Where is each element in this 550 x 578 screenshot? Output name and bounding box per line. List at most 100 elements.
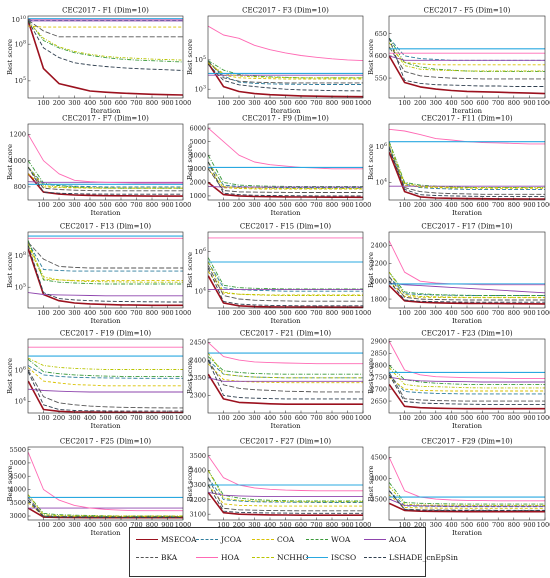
x-axis-label: Iteration [90,317,121,325]
legend-swatch [252,539,274,540]
x-tick-label: 900 [161,414,173,422]
x-tick-label: 600 [295,99,307,107]
y-tick-label: 2300 [189,392,206,400]
series-line-coa [28,367,183,387]
y-tick-label: 4500 [370,454,387,462]
y-axis-label: Best score [6,358,14,394]
x-tick-label: 900 [161,521,173,529]
x-tick-label: 400 [445,201,457,209]
x-tick-label: 300 [248,414,260,422]
x-tick-label: 600 [476,414,488,422]
y-tick-label: 2850 [370,350,387,358]
x-tick-label: 100 [37,201,49,209]
series-line-aoa [389,498,545,507]
y-tick-label: 4000 [189,151,206,159]
series-line-bka [28,497,183,518]
x-tick-label: 700 [130,309,142,317]
series-line-aoa [208,185,363,188]
y-tick-label: 3000 [189,165,206,173]
x-axis-label: Iteration [90,422,121,430]
series-line-hoa [208,455,363,492]
series-line-nchho [28,243,183,283]
y-tick-label: 108 [15,251,26,260]
chart-panel: 1002003004005006007008009001000350040004… [367,438,550,538]
series-line-lshade-cnepsin [389,38,545,87]
x-tick-label: 400 [264,201,276,209]
legend-swatch [364,557,386,558]
x-tick-label: 900 [341,309,353,317]
legend-swatch [364,539,386,540]
chart-panel: 100 200 300 400 500 600 700 800 900 1000800100012… [6,115,191,218]
chart-panel: 1002003004005006007008009001000550600650… [367,7,550,116]
series-line-msecoa [28,20,183,96]
series-line-aoa [208,491,363,498]
x-tick-label: 100 [398,521,410,529]
chart-panel: 100 200 300 400 500 600 700 800 900 1000 3100 3200 3… [186,438,371,538]
x-tick-label: 100 [37,309,49,317]
x-tick-label: 100 [37,521,49,529]
y-axis-label: Best score [6,252,14,288]
plot-area [389,232,545,308]
series-group [389,240,545,305]
x-tick-label: 200 [414,414,426,422]
x-tick-label: 1000 [537,521,550,529]
x-axis-label: Iteration [90,209,121,217]
y-tick-label: 2400 [370,242,387,250]
series-group [208,127,363,199]
x-axis-label: Iteration [270,317,301,325]
legend-swatch [306,557,328,558]
x-tick-label: 300 [430,99,442,107]
chart-title: CEC2017 - F21 (Dim=10) [240,330,331,338]
x-tick-label: 1000 [355,521,372,529]
series-line-bka [208,168,363,193]
x-tick-label: 300 [430,309,442,317]
legend-label: AOA [389,535,406,544]
x-tick-label: 600 [115,99,127,107]
series-line-nchho [208,352,363,379]
y-axis-label: Best score [367,465,375,501]
y-tick-label: 3300 [189,481,206,489]
y-tick-label: 3500 [189,452,206,460]
y-axis-label: Best score [6,39,14,75]
legend-swatch [252,557,274,558]
legend-swatch [196,557,218,558]
chart-panel: 100 200 300 400 500 600 700 800 900 1000 3000 3500 4… [6,438,191,538]
y-tick-label: 2900 [370,338,387,346]
series-line-coa [208,61,363,80]
x-tick-label: 100 [398,414,410,422]
series-line-msecoa [208,62,363,98]
series-line-hoa [28,134,183,184]
series-line-nchho [389,367,545,389]
x-tick-label: 500 [279,414,291,422]
x-tick-label: 1000 [537,414,550,422]
series-line-hoa [208,25,363,62]
series-line-nchho [389,271,545,298]
series-line-msecoa [389,55,545,95]
x-tick-label: 100 [398,201,410,209]
y-tick-label: 5000 [9,459,26,467]
series-line-lshade-cnepsin [208,359,363,400]
y-tick-label: 1010 [12,15,26,24]
x-tick-label: 700 [310,521,322,529]
x-tick-label: 1000 [175,201,192,209]
series-line-coa [208,484,363,507]
x-tick-label: 500 [461,99,473,107]
x-tick-label: 900 [341,521,353,529]
chart-title: CEC2017 - F7 (Dim=10) [62,115,149,123]
x-tick-label: 1000 [537,99,550,107]
x-tick-label: 400 [84,309,96,317]
series-line-aoa [389,282,545,294]
y-tick-label: 2800 [370,361,387,369]
series-line-nchho [208,261,363,296]
chart-panel: 100 200 300 400 500 600 700 800 900 1000 2300 2350 2… [186,330,371,431]
series-line-nchho [389,42,545,72]
series-line-jcoa [28,242,183,272]
legend-label: BKA [161,553,178,562]
x-tick-label: 500 [99,201,111,209]
series-group [389,128,545,200]
y-tick-label: 2750 [370,373,387,381]
y-tick-label: 550 [375,74,387,82]
